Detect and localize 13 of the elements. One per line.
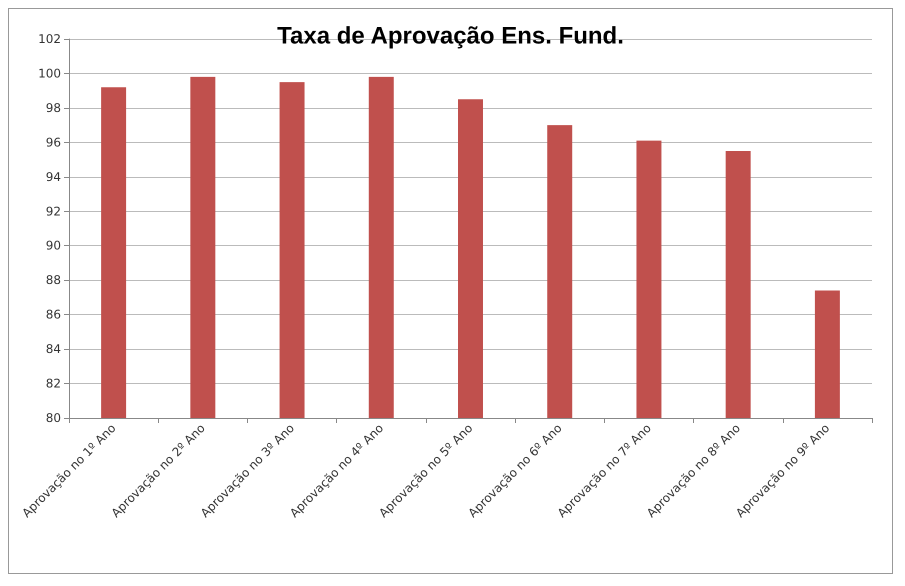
y-tick-label: 100 — [38, 66, 61, 80]
y-tick-label: 94 — [46, 170, 61, 184]
y-tick-label: 86 — [46, 308, 61, 322]
y-tick-label: 102 — [38, 32, 61, 46]
y-tick-label: 80 — [46, 411, 61, 425]
y-tick-label: 90 — [46, 238, 61, 253]
y-tick-label: 88 — [46, 273, 61, 288]
y-tick-label: 92 — [46, 204, 61, 218]
chart-title: Taxa de Aprovação Ens. Fund. — [277, 22, 624, 50]
y-tick-label: 98 — [46, 100, 61, 115]
y-tick-label: 82 — [46, 376, 61, 391]
y-tick-label: 96 — [46, 135, 61, 150]
y-tick-label: 84 — [46, 342, 61, 356]
